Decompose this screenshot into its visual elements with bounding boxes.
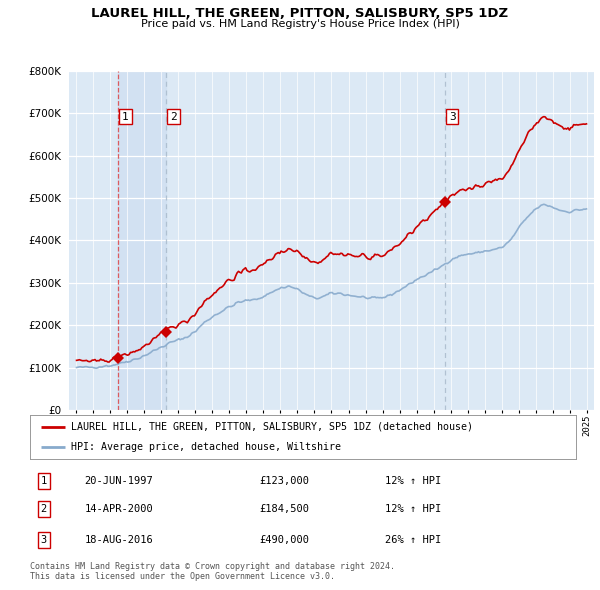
Text: 3: 3: [41, 535, 47, 545]
Text: 2: 2: [41, 504, 47, 514]
Text: 14-APR-2000: 14-APR-2000: [85, 504, 154, 514]
Text: Price paid vs. HM Land Registry's House Price Index (HPI): Price paid vs. HM Land Registry's House …: [140, 19, 460, 30]
Text: LAUREL HILL, THE GREEN, PITTON, SALISBURY, SP5 1DZ (detached house): LAUREL HILL, THE GREEN, PITTON, SALISBUR…: [71, 422, 473, 432]
Text: 1: 1: [122, 112, 129, 122]
Text: 26% ↑ HPI: 26% ↑ HPI: [385, 535, 441, 545]
Text: 18-AUG-2016: 18-AUG-2016: [85, 535, 154, 545]
Text: 12% ↑ HPI: 12% ↑ HPI: [385, 504, 441, 514]
Text: 20-JUN-1997: 20-JUN-1997: [85, 476, 154, 486]
Text: HPI: Average price, detached house, Wiltshire: HPI: Average price, detached house, Wilt…: [71, 442, 341, 452]
Text: Contains HM Land Registry data © Crown copyright and database right 2024.: Contains HM Land Registry data © Crown c…: [30, 562, 395, 571]
Text: LAUREL HILL, THE GREEN, PITTON, SALISBURY, SP5 1DZ: LAUREL HILL, THE GREEN, PITTON, SALISBUR…: [91, 7, 509, 20]
Text: 1: 1: [41, 476, 47, 486]
Text: £184,500: £184,500: [259, 504, 310, 514]
Text: 3: 3: [449, 112, 455, 122]
Bar: [118, 71, 166, 410]
Text: £123,000: £123,000: [259, 476, 310, 486]
Text: £490,000: £490,000: [259, 535, 310, 545]
Text: 2: 2: [170, 112, 177, 122]
Text: 12% ↑ HPI: 12% ↑ HPI: [385, 476, 441, 486]
Text: This data is licensed under the Open Government Licence v3.0.: This data is licensed under the Open Gov…: [30, 572, 335, 581]
